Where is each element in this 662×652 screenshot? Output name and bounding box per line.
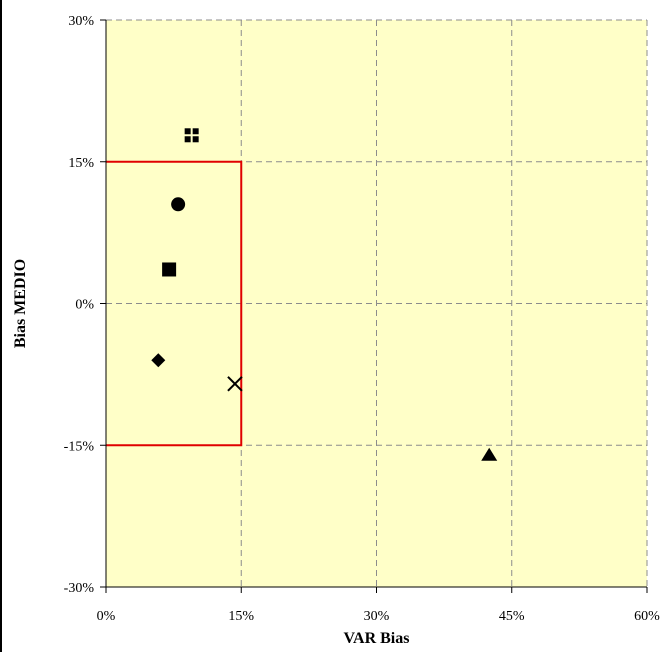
y-tick-label: 15% (68, 156, 94, 171)
y-tick-label: -30% (64, 581, 95, 596)
y-tick-label: 0% (75, 298, 94, 313)
point-x-cross (227, 376, 243, 392)
x-tick-label: 45% (499, 609, 525, 624)
y-axis-title: Bias MEDIO (12, 259, 29, 348)
x-axis-title: VAR Bias (344, 630, 410, 647)
x-tick-label: 30% (364, 609, 390, 624)
x-tick-label: 15% (228, 609, 254, 624)
point-triangle (481, 447, 498, 461)
data-points (151, 127, 498, 461)
y-tick-label: 30% (68, 14, 94, 29)
point-diamond (151, 353, 166, 368)
point-circle (171, 197, 186, 212)
point-square (162, 262, 177, 277)
point-plus-square (183, 127, 200, 144)
y-tick-label: -15% (64, 439, 95, 454)
y-tick-labels: 30% 15% 0% -15% -30% (64, 14, 95, 596)
x-tick-label: 0% (97, 609, 116, 624)
target-region (106, 160, 243, 447)
x-tick-labels: 0% 15% 30% 45% 60% (97, 609, 661, 624)
x-tick-label: 60% (634, 609, 660, 624)
axes (100, 19, 648, 593)
x-cross-stroke (227, 376, 243, 392)
